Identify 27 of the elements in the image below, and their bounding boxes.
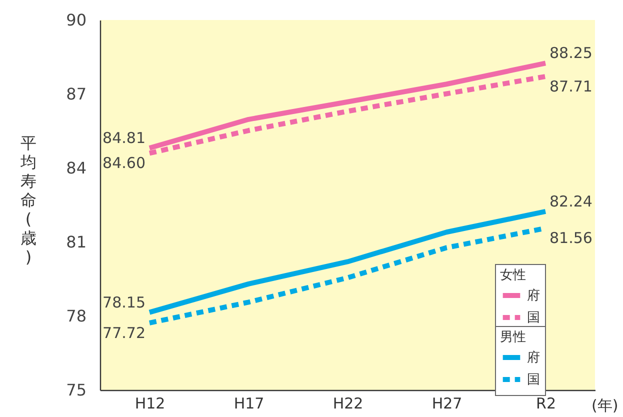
x-axis-title: (年) bbox=[592, 396, 618, 414]
x-tick-label: H17 bbox=[234, 394, 264, 412]
legend-label: 国 bbox=[527, 372, 540, 388]
y-tick-label: 84 bbox=[66, 158, 86, 178]
data-label: 81.56 bbox=[550, 229, 592, 248]
data-label: 78.15 bbox=[102, 293, 146, 312]
text: 男性 bbox=[500, 330, 526, 345]
y-axis-title: 平均寿命(歳) bbox=[20, 134, 36, 266]
y-tick-label: 75 bbox=[66, 380, 86, 400]
x-tick-label: H27 bbox=[432, 394, 462, 412]
legend-label: 府 bbox=[527, 288, 540, 304]
y-tick-label: 90 bbox=[66, 10, 86, 30]
legend-label: 国 bbox=[527, 310, 540, 326]
y-tick-label: 81 bbox=[66, 232, 86, 252]
legend-label: 府 bbox=[527, 350, 540, 366]
data-label: 77.72 bbox=[102, 324, 146, 342]
data-label: 82.24 bbox=[550, 192, 592, 210]
text: 女性 bbox=[500, 268, 526, 283]
data-label: 87.71 bbox=[550, 77, 592, 96]
y-tick-label: 78 bbox=[66, 306, 86, 326]
x-tick-label: H22 bbox=[332, 394, 364, 412]
data-label: 84.81 bbox=[102, 129, 146, 148]
x-tick-label: H12 bbox=[134, 394, 166, 412]
data-label: 84.60 bbox=[102, 154, 146, 172]
y-tick-label: 87 bbox=[66, 84, 86, 104]
x-tick-label: R2 bbox=[536, 394, 556, 412]
data-label: 88.25 bbox=[550, 44, 592, 62]
